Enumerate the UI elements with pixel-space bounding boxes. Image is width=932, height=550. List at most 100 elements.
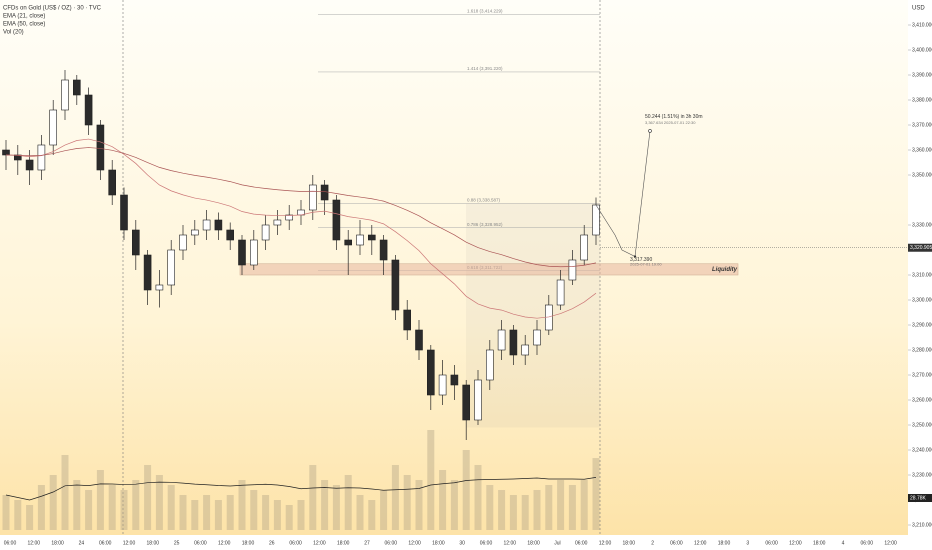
volume-bar — [37, 485, 45, 530]
candle-body — [556, 279, 565, 306]
y-tick-label: 3,360.000 — [912, 147, 932, 153]
volume-bar — [297, 500, 305, 530]
volume-bar — [273, 500, 281, 530]
volume-label-bg — [908, 494, 932, 502]
candle-body — [155, 284, 164, 291]
volume-bar — [250, 490, 258, 530]
x-tick-label: 27 — [364, 540, 370, 546]
candle-body — [49, 109, 58, 146]
candle-body — [485, 349, 494, 381]
currency-label: USD — [912, 6, 925, 12]
candle-body — [403, 309, 412, 331]
y-tick-label: 3,290.000 — [912, 322, 932, 328]
zone-label: Liquidity — [712, 267, 738, 273]
candle-body — [332, 199, 341, 241]
candle-body — [521, 344, 530, 356]
y-tick-label: 3,270.000 — [912, 372, 932, 378]
x-tick-label: 18:00 — [527, 540, 540, 546]
y-tick-label: 3,300.000 — [912, 297, 932, 303]
projection-point — [648, 129, 652, 133]
volume-bar — [568, 485, 576, 530]
volume-bar — [344, 475, 352, 530]
candle-body — [462, 384, 471, 421]
fib-box — [466, 203, 600, 428]
candle-body — [37, 144, 46, 171]
volume-bar — [391, 465, 399, 530]
candle-body — [344, 239, 353, 246]
volume-bar — [61, 455, 69, 530]
volume-bar — [203, 495, 211, 530]
x-tick-label: 06:00 — [385, 540, 398, 546]
volume-bar — [368, 500, 376, 530]
indicator-label: Vol (20) — [3, 30, 24, 36]
candle-body — [2, 149, 10, 156]
candle-body — [273, 219, 282, 226]
projection-label: 50.244 (1.51%) in 3h 30m — [645, 114, 703, 120]
volume-bar — [144, 465, 152, 530]
volume-bar — [592, 458, 600, 530]
projection-path — [595, 130, 651, 257]
candle-body — [214, 219, 223, 231]
x-tick-label: 18:00 — [432, 540, 445, 546]
x-tick-label: 24 — [79, 540, 85, 546]
volume-bar — [191, 500, 199, 530]
x-tick-label: 18:00 — [718, 540, 731, 546]
candle-body — [143, 254, 152, 291]
volume-bar — [439, 470, 447, 530]
x-tick-label: 06:00 — [4, 540, 17, 546]
x-tick-label: 18:00 — [623, 540, 636, 546]
y-tick-label: 3,370.000 — [912, 122, 932, 128]
ema-line — [5, 138, 597, 319]
volume-bar — [179, 495, 187, 530]
time-axis — [0, 535, 908, 550]
indicator-label: EMA (21, close) — [3, 14, 45, 20]
candle-body — [73, 79, 81, 96]
y-tick-label: 3,240.000 — [912, 447, 932, 453]
volume-bar — [403, 475, 411, 530]
candle-body — [580, 234, 589, 261]
volume-bar — [73, 480, 81, 530]
x-tick-label: 18:00 — [813, 540, 826, 546]
x-tick-label: 12:00 — [884, 540, 897, 546]
x-tick-label: 26 — [269, 540, 275, 546]
y-tick-label: 3,250.000 — [912, 422, 932, 428]
projection-sub-label: 3,367.634 2025-07-01 22:30 — [645, 120, 696, 125]
y-tick-label: 3,400.000 — [912, 47, 932, 53]
x-tick-label: 18:00 — [242, 540, 255, 546]
y-tick-label: 3,350.000 — [912, 172, 932, 178]
volume-bar — [49, 475, 57, 530]
candle-body — [96, 124, 105, 171]
y-tick-label: 3,410.000 — [912, 22, 932, 28]
volume-bar — [321, 480, 329, 530]
x-tick-label: 18:00 — [337, 540, 350, 546]
y-tick-label: 3,260.000 — [912, 397, 932, 403]
candle-body — [450, 374, 459, 386]
x-tick-label: 2 — [651, 540, 654, 546]
x-tick-label: 12:00 — [123, 540, 136, 546]
price-axis — [908, 0, 932, 550]
candle-body — [25, 159, 34, 171]
x-tick-label: 18:00 — [147, 540, 160, 546]
x-tick-label: 25 — [174, 540, 180, 546]
candle-body — [191, 229, 199, 236]
candle-body — [474, 379, 482, 421]
target-point — [633, 255, 637, 258]
y-tick-label: 3,310.000 — [912, 272, 932, 278]
x-tick-label: 06:00 — [480, 540, 493, 546]
fib-label: 0.786 (3,328.952) — [467, 222, 503, 227]
volume-bar — [26, 505, 34, 530]
candle-body — [568, 259, 577, 281]
candle-body — [167, 249, 175, 286]
y-tick-label: 3,280.000 — [912, 347, 932, 353]
volume-bar — [380, 490, 388, 530]
volume-bar — [545, 485, 553, 530]
volume-bar — [226, 495, 234, 530]
volume-bar — [415, 480, 423, 530]
target-date: 2025-07-01 19:00 — [630, 262, 662, 267]
volume-label: 28.78K — [910, 495, 927, 501]
candle-body — [226, 229, 234, 241]
volume-bar — [238, 480, 246, 530]
volume-bar — [167, 485, 175, 530]
candle-body — [367, 234, 376, 241]
